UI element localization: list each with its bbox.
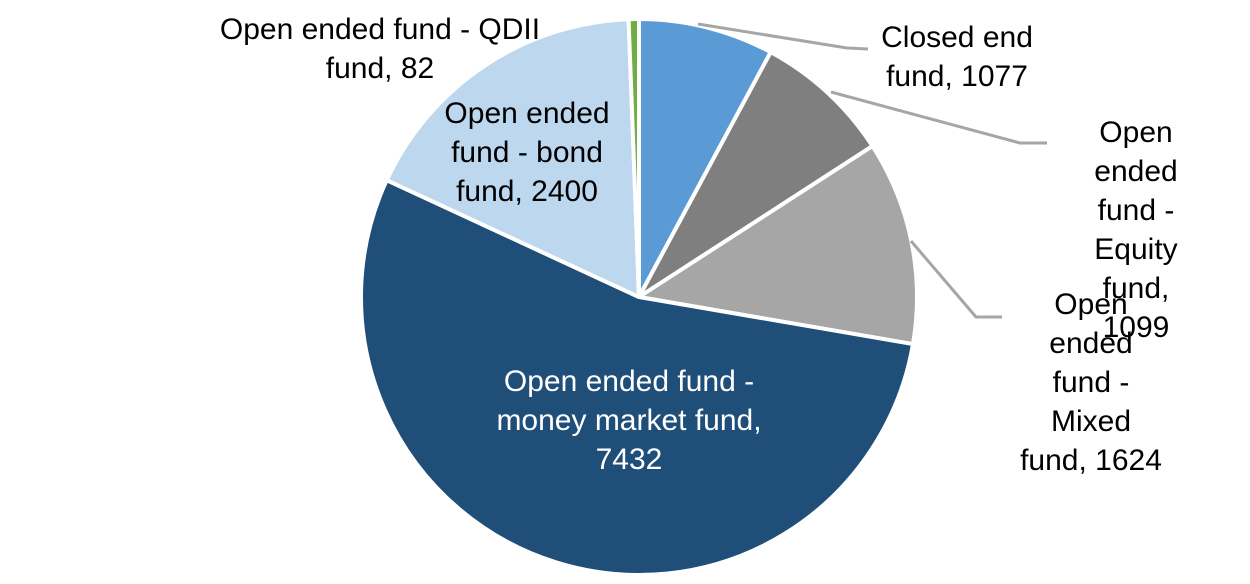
slice-label-money-market-fund: Open ended fund - money market fund, 743… — [496, 365, 762, 476]
pie-slice-closed-end-fund — [637, 17, 773, 299]
leader-line-closed-end-fund — [697, 22, 869, 51]
pie-slice-qdii-fund — [626, 17, 641, 299]
slice-label-closed-end-fund: Closed end fund, 1077 — [881, 21, 1033, 93]
slice-label-bond-fund: Open ended fund - bond fund, 2400 — [444, 97, 610, 208]
slice-label-qdii-fund: Open ended fund - QDII fund, 82 — [219, 13, 541, 85]
slice-label-mixed-fund: Open ended fund - Mixed fund, 1624 — [1020, 288, 1162, 477]
pie-slice-bond-fund — [384, 17, 641, 299]
slice-label-equity-fund: Open ended fund - Equity fund, 1099 — [1094, 116, 1178, 344]
leader-line-equity-fund — [830, 90, 1047, 145]
pie-slice-equity-fund — [637, 50, 875, 299]
pie-slices — [359, 17, 919, 577]
leader-lines — [697, 22, 1047, 319]
pie-slice-money-market-fund — [359, 178, 915, 577]
leader-line-mixed-fund — [909, 240, 1002, 319]
